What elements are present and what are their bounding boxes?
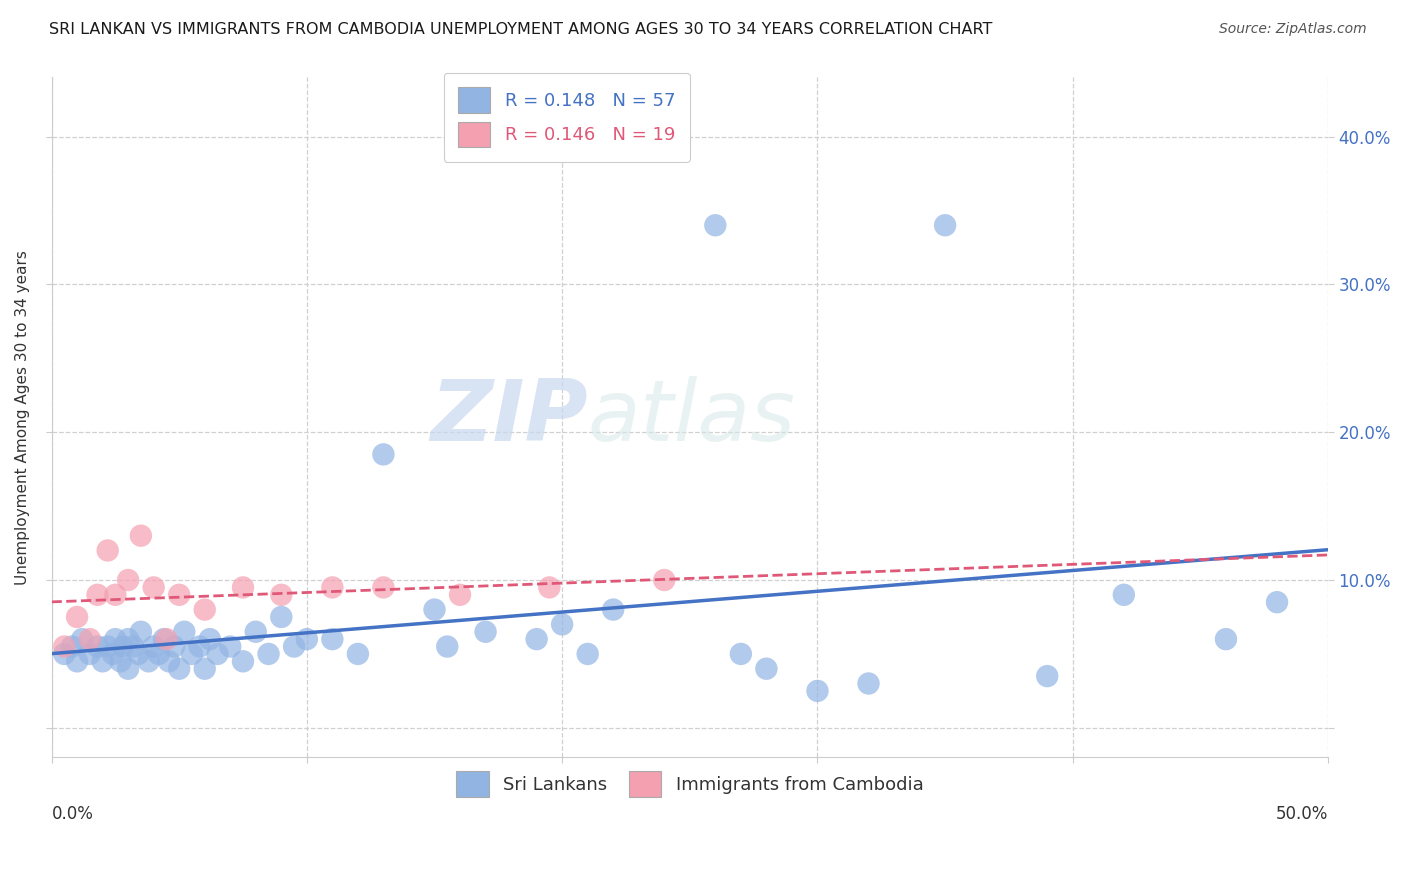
Point [755,662,778,676]
Text: ZIP: ZIP [430,376,588,458]
Point [66,610,89,624]
Point [704,219,727,233]
Point [66,654,89,668]
Point [576,647,599,661]
Point [194,662,217,676]
Point [157,654,180,668]
Point [122,640,145,654]
Point [373,581,395,595]
Point [321,581,343,595]
Point [551,617,574,632]
Point [257,647,280,661]
Text: 50.0%: 50.0% [1275,805,1329,823]
Point [101,647,124,661]
Point [97,640,120,654]
Point [436,640,458,654]
Point [526,632,548,647]
Point [538,581,561,595]
Point [153,632,176,647]
Point [181,647,204,661]
Point [117,573,139,587]
Point [142,581,165,595]
Y-axis label: Unemployment Among Ages 30 to 34 years: Unemployment Among Ages 30 to 34 years [15,250,30,585]
Point [1265,595,1288,609]
Point [60,640,83,654]
Point [104,588,127,602]
Point [321,632,343,647]
Text: 0.0%: 0.0% [52,805,93,823]
Point [232,654,254,668]
Point [86,588,108,602]
Point [423,602,446,616]
Point [1112,588,1135,602]
Point [167,588,190,602]
Point [373,447,395,461]
Point [129,624,152,639]
Point [142,640,165,654]
Point [79,632,101,647]
Point [173,624,195,639]
Point [79,647,101,661]
Point [129,529,152,543]
Point [163,640,186,654]
Point [167,662,190,676]
Point [602,602,624,616]
Point [194,602,217,616]
Point [127,647,149,661]
Point [155,632,177,647]
Point [652,573,675,587]
Point [449,588,471,602]
Point [117,632,139,647]
Point [806,684,828,698]
Point [111,640,134,654]
Point [347,647,370,661]
Text: atlas: atlas [588,376,796,458]
Point [474,624,496,639]
Point [245,624,267,639]
Point [730,647,752,661]
Point [86,640,108,654]
Point [53,647,76,661]
Point [270,610,292,624]
Point [1215,632,1237,647]
Point [283,640,305,654]
Point [219,640,242,654]
Point [91,654,114,668]
Point [53,640,76,654]
Point [97,543,120,558]
Point [148,647,170,661]
Point [198,632,221,647]
Point [207,647,229,661]
Point [1036,669,1059,683]
Point [104,632,127,647]
Point [232,581,254,595]
Point [110,654,132,668]
Legend: Sri Lankans, Immigrants from Cambodia: Sri Lankans, Immigrants from Cambodia [443,759,936,810]
Point [117,662,139,676]
Point [295,632,318,647]
Text: SRI LANKAN VS IMMIGRANTS FROM CAMBODIA UNEMPLOYMENT AMONG AGES 30 TO 34 YEARS CO: SRI LANKAN VS IMMIGRANTS FROM CAMBODIA U… [49,22,993,37]
Point [138,654,160,668]
Point [858,676,880,690]
Point [188,640,211,654]
Text: Source: ZipAtlas.com: Source: ZipAtlas.com [1219,22,1367,37]
Point [70,632,93,647]
Point [934,219,956,233]
Point [270,588,292,602]
